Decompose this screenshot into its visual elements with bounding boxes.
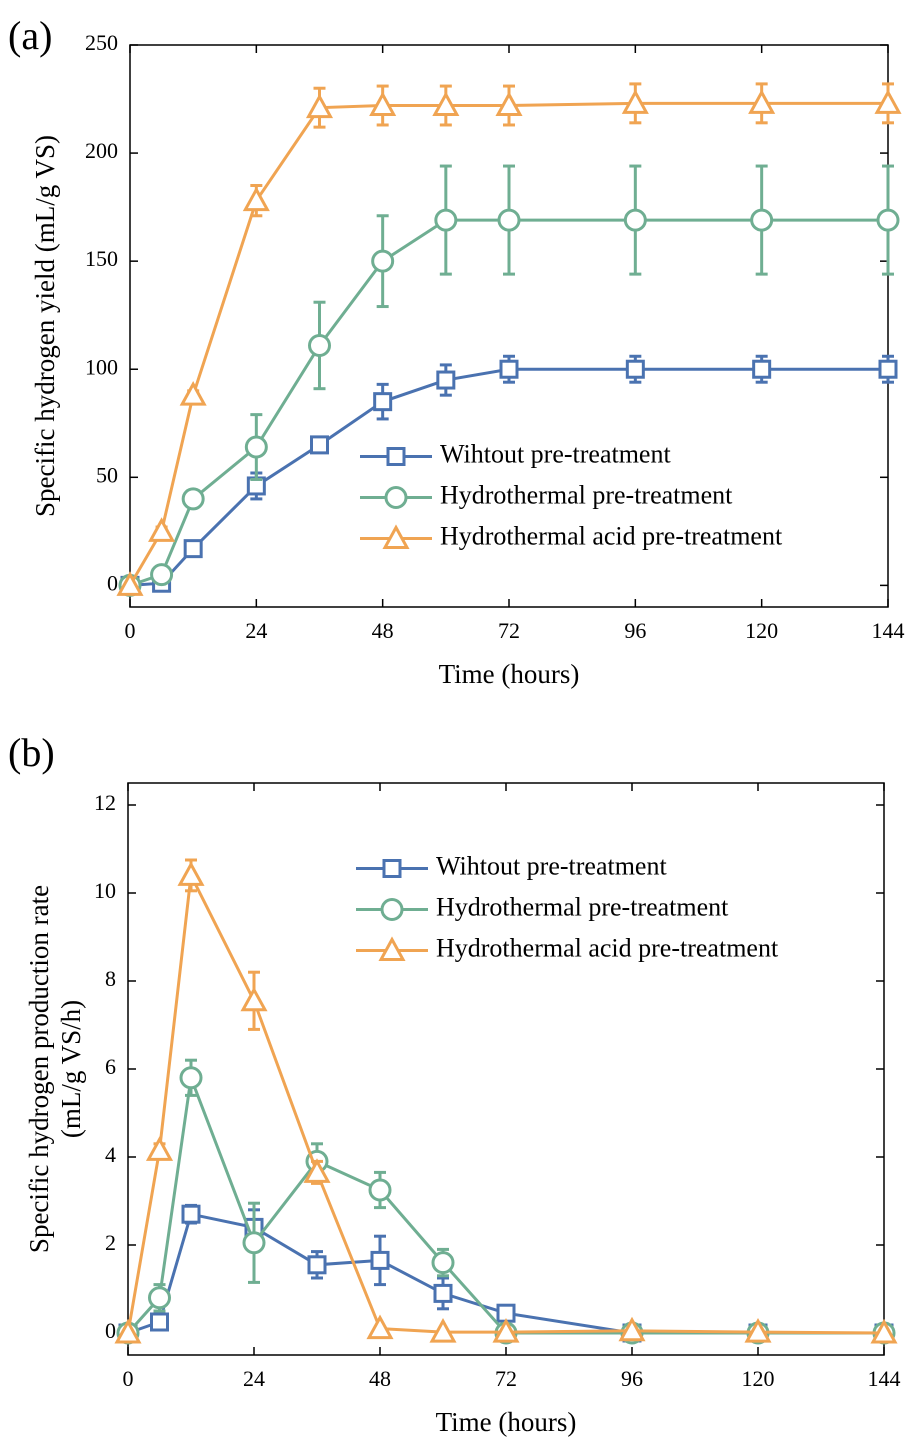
x-tick-label: 24: [243, 1366, 265, 1391]
x-tick-label: 0: [125, 618, 136, 643]
marker: [497, 208, 521, 232]
y-axis-label: (mL/g VS/h): [56, 1000, 86, 1138]
marker: [433, 1283, 453, 1303]
x-tick-label: 72: [498, 618, 520, 643]
legend-label: Hydrothermal pre-treatment: [436, 892, 729, 921]
marker: [145, 1136, 174, 1161]
legend-marker: [382, 859, 402, 878]
panel-label: (b): [8, 730, 55, 775]
marker: [148, 517, 176, 542]
x-tick-label: 144: [872, 618, 905, 643]
marker: [150, 563, 174, 587]
marker: [432, 91, 460, 117]
series-line: [129, 367, 888, 587]
legend-label: Hydrothermal acid pre-treatment: [436, 933, 779, 962]
legend-label: Hydrothermal acid pre-treatment: [440, 521, 783, 550]
legend-marker: [386, 447, 406, 466]
panel-label: (a): [8, 13, 52, 58]
y-tick-label: 250: [85, 30, 118, 55]
y-tick-label: 4: [105, 1142, 116, 1167]
marker: [370, 1250, 390, 1270]
marker: [748, 89, 776, 114]
y-tick-label: 200: [85, 138, 118, 163]
y-axis-label: Specific hydrogen yield (mL/g VS): [30, 135, 60, 517]
marker: [750, 208, 774, 232]
legend-label: Wihtout pre-treatment: [440, 439, 671, 468]
series-line: [126, 1071, 884, 1335]
marker: [744, 1318, 772, 1343]
x-tick-label: 48: [369, 1366, 391, 1391]
marker: [179, 381, 207, 406]
x-tick-label: 96: [624, 618, 646, 643]
y-tick-label: 150: [85, 246, 118, 271]
marker: [181, 487, 205, 511]
marker: [878, 359, 898, 379]
y-tick-label: 0: [107, 570, 118, 595]
marker: [177, 861, 205, 886]
marker: [618, 1316, 646, 1342]
x-tick-label: 120: [742, 1366, 775, 1391]
marker: [114, 1318, 142, 1344]
y-tick-label: 2: [105, 1230, 116, 1255]
marker: [310, 435, 329, 455]
marker: [870, 1318, 898, 1344]
legend-marker: [382, 524, 410, 549]
y-tick-label: 6: [105, 1054, 116, 1079]
marker: [242, 186, 270, 212]
legend-marker: [380, 898, 404, 921]
y-axis-label: Specific hydrogen production rate: [24, 885, 54, 1253]
marker: [366, 1314, 394, 1340]
y-tick-label: 12: [94, 790, 116, 815]
marker: [436, 370, 456, 390]
y-tick-label: 100: [85, 354, 118, 379]
legend-label: Wihtout pre-treatment: [436, 851, 667, 880]
marker: [492, 1318, 520, 1343]
marker: [752, 359, 772, 379]
marker: [371, 249, 395, 273]
marker: [434, 208, 458, 232]
marker: [307, 1255, 327, 1275]
marker: [240, 986, 268, 1012]
marker: [874, 89, 902, 114]
x-tick-label: 120: [745, 618, 778, 643]
marker: [625, 359, 645, 379]
marker: [369, 91, 397, 117]
marker: [150, 1312, 169, 1332]
x-axis-label: Time (hours): [439, 659, 580, 689]
legend-marker: [378, 936, 406, 961]
marker: [179, 1066, 203, 1090]
marker: [242, 1231, 266, 1255]
marker: [148, 1286, 171, 1310]
y-tick-label: 0: [105, 1318, 116, 1343]
x-axis-label: Time (hours): [436, 1407, 577, 1437]
y-tick-label: 10: [94, 878, 116, 903]
legend-label: Hydrothermal pre-treatment: [440, 480, 733, 509]
x-tick-label: 72: [495, 1366, 517, 1391]
marker: [621, 89, 649, 114]
y-tick-label: 50: [96, 462, 118, 487]
marker: [876, 208, 900, 232]
marker: [368, 1178, 392, 1202]
marker: [308, 333, 331, 357]
marker: [116, 571, 144, 596]
marker: [373, 392, 393, 412]
y-tick-label: 8: [105, 966, 116, 991]
marker: [183, 539, 203, 559]
x-tick-label: 48: [372, 618, 394, 643]
marker: [305, 93, 334, 119]
marker: [623, 208, 647, 232]
x-tick-label: 144: [868, 1366, 901, 1391]
x-tick-label: 0: [123, 1366, 134, 1391]
marker: [303, 1158, 331, 1183]
marker: [244, 435, 268, 459]
marker: [431, 1251, 455, 1275]
marker: [495, 91, 523, 117]
x-tick-label: 24: [245, 618, 267, 643]
marker: [499, 359, 519, 379]
marker: [181, 1204, 201, 1224]
legend-marker: [384, 486, 408, 509]
x-tick-label: 96: [621, 1366, 643, 1391]
marker: [429, 1318, 457, 1343]
